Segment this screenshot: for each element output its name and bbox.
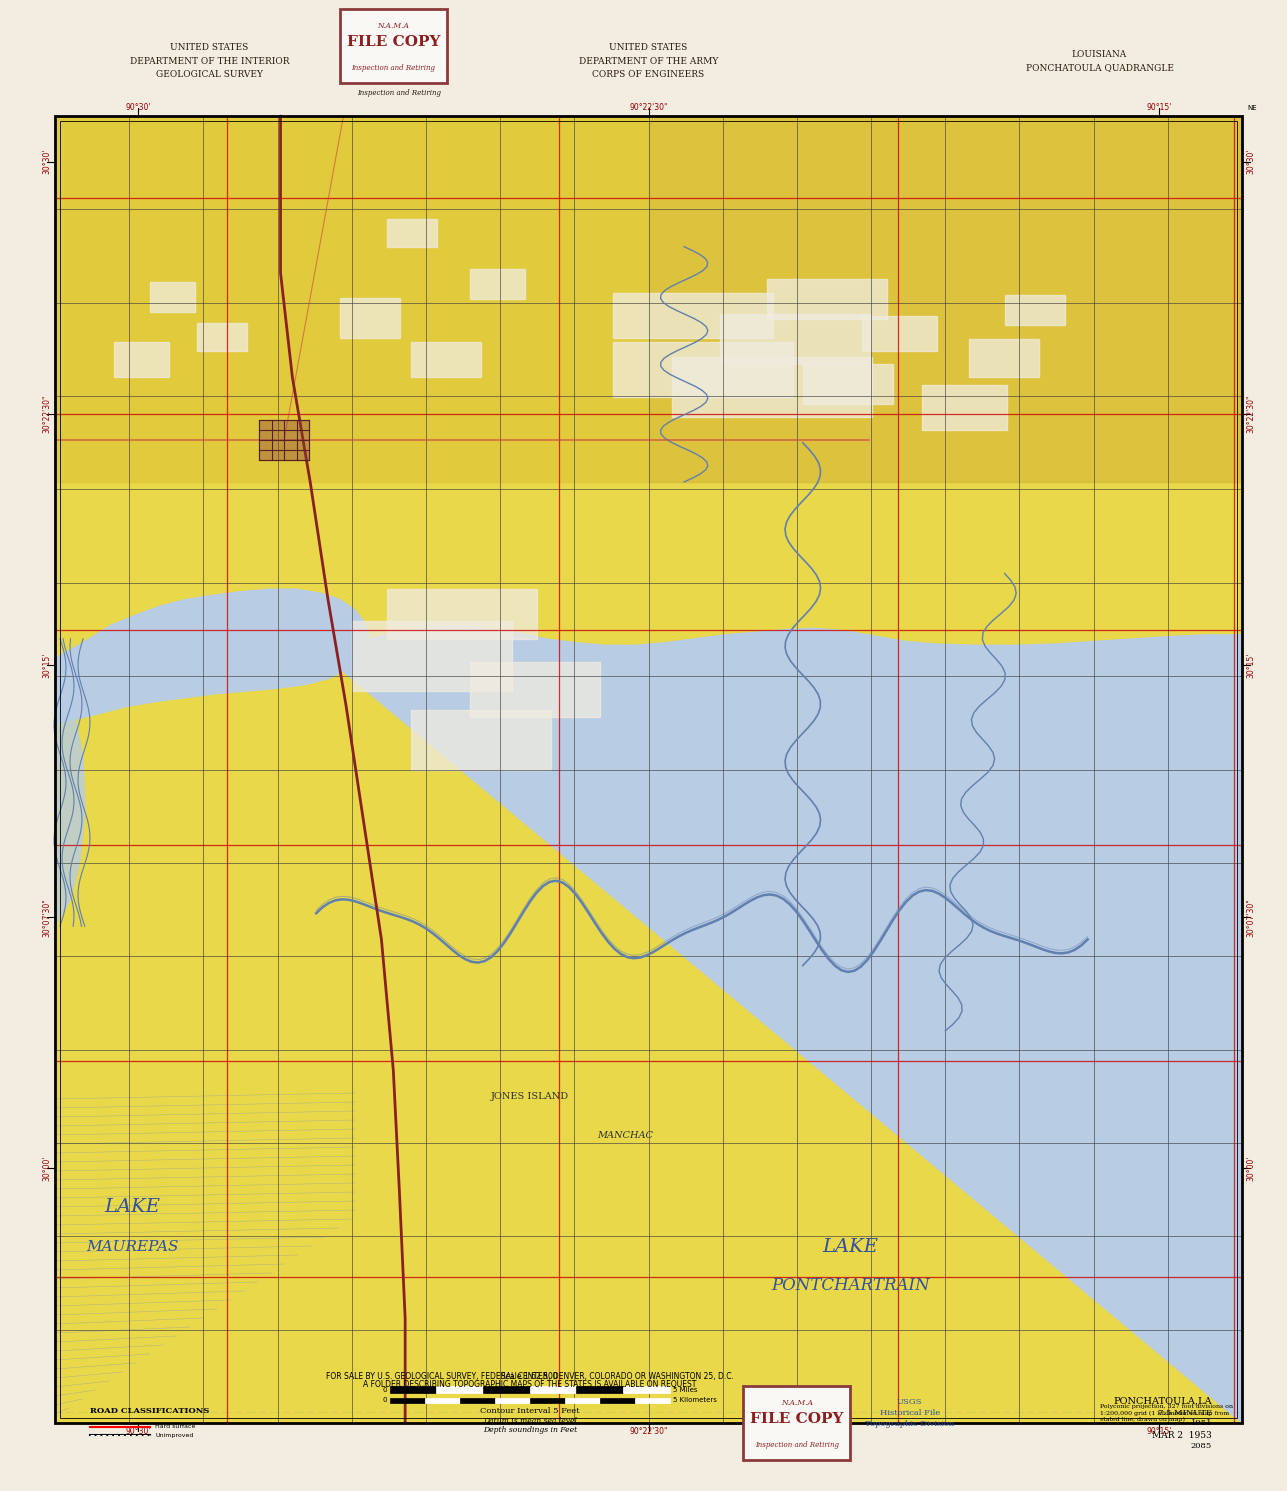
Bar: [259, 420, 309, 461]
Polygon shape: [649, 116, 1242, 482]
Text: 30°15': 30°15': [1246, 652, 1255, 677]
Bar: [55, 116, 1242, 1422]
Bar: [483, 1387, 530, 1393]
Text: NE: NE: [1247, 104, 1256, 110]
Text: 0: 0: [382, 1387, 387, 1393]
Bar: [60, 121, 1237, 1418]
Text: 5 Kilometers: 5 Kilometers: [673, 1397, 717, 1403]
Text: PONTCHARTRAIN: PONTCHARTRAIN: [771, 1278, 929, 1294]
Bar: [600, 1399, 634, 1403]
Text: N.A.M.A: N.A.M.A: [781, 1399, 813, 1408]
Bar: [613, 341, 793, 397]
Text: 90°22'30": 90°22'30": [629, 1427, 668, 1436]
Text: 90°15': 90°15': [1147, 103, 1171, 112]
Polygon shape: [320, 626, 1242, 1422]
Text: 30°30': 30°30': [1246, 149, 1255, 174]
Bar: [340, 298, 400, 338]
Text: Inspection and Retiring: Inspection and Retiring: [755, 1440, 839, 1449]
Bar: [862, 316, 937, 352]
Text: UNITED STATES
DEPARTMENT OF THE INTERIOR
GEOLOGICAL SURVEY: UNITED STATES DEPARTMENT OF THE INTERIOR…: [130, 43, 290, 79]
Bar: [1005, 295, 1064, 325]
Bar: [471, 662, 601, 717]
Text: ROAD CLASSIFICATIONS: ROAD CLASSIFICATIONS: [90, 1408, 210, 1415]
Bar: [390, 1399, 425, 1403]
Bar: [613, 294, 773, 338]
Text: 30°22'30": 30°22'30": [42, 395, 51, 434]
Bar: [436, 1387, 483, 1393]
Text: Datum is mean sea level: Datum is mean sea level: [483, 1416, 577, 1425]
Bar: [425, 1399, 459, 1403]
Text: Inspection and Retiring: Inspection and Retiring: [358, 89, 441, 97]
Bar: [55, 116, 1242, 1422]
Text: Polyconic projection, 327 foot divisions on
1:200,000 grid (1 kilometer on map f: Polyconic projection, 327 foot divisions…: [1099, 1405, 1233, 1422]
Bar: [530, 1399, 565, 1403]
Text: MANCHAC: MANCHAC: [597, 1132, 653, 1141]
Bar: [459, 1399, 494, 1403]
Text: Inspection and Retiring: Inspection and Retiring: [351, 64, 435, 72]
Polygon shape: [55, 678, 85, 926]
Text: 30°15': 30°15': [42, 652, 51, 677]
Text: USGS
Historical File
Topographic Division: USGS Historical File Topographic Divisio…: [865, 1399, 954, 1428]
FancyBboxPatch shape: [744, 1387, 851, 1460]
FancyBboxPatch shape: [340, 9, 447, 83]
Bar: [767, 279, 887, 319]
Text: FOR SALE BY U.S. GEOLOGICAL SURVEY, FEDERAL CENTER, DENVER, COLORADO OR WASHINGT: FOR SALE BY U.S. GEOLOGICAL SURVEY, FEDE…: [326, 1372, 734, 1381]
Bar: [151, 282, 194, 312]
Bar: [115, 343, 170, 377]
Text: 90°30': 90°30': [125, 103, 151, 112]
Text: UNITED STATES
DEPARTMENT OF THE ARMY
CORPS OF ENGINEERS: UNITED STATES DEPARTMENT OF THE ARMY COR…: [579, 43, 718, 79]
Text: FILE COPY: FILE COPY: [346, 36, 440, 49]
Bar: [803, 364, 893, 404]
Text: Contour Interval 5 Feet: Contour Interval 5 Feet: [480, 1408, 579, 1415]
Text: FILE COPY: FILE COPY: [750, 1412, 843, 1427]
Bar: [577, 1387, 623, 1393]
Text: LAKE: LAKE: [822, 1238, 878, 1255]
Text: MAR 2  1953: MAR 2 1953: [1152, 1430, 1212, 1439]
Text: 7.5 MINUTE: 7.5 MINUTE: [1158, 1409, 1212, 1416]
Text: 90°30': 90°30': [125, 1427, 151, 1436]
Bar: [411, 710, 551, 769]
Text: 30°00': 30°00': [42, 1156, 51, 1181]
Text: 30°07'30": 30°07'30": [42, 898, 51, 936]
Bar: [969, 340, 1039, 377]
Bar: [530, 1387, 577, 1393]
Bar: [387, 589, 538, 638]
Text: 30°07'30": 30°07'30": [1246, 898, 1255, 936]
Text: 30°00': 30°00': [1246, 1156, 1255, 1181]
Text: N.A.M.A: N.A.M.A: [377, 22, 409, 30]
Polygon shape: [55, 589, 369, 1422]
Text: LOUISIANA
PONCHATOULA QUADRANGLE: LOUISIANA PONCHATOULA QUADRANGLE: [1026, 49, 1174, 72]
Text: PONCHATOULA,LA: PONCHATOULA,LA: [1113, 1397, 1212, 1406]
Bar: [55, 116, 1242, 482]
Bar: [623, 1387, 669, 1393]
Text: 30°30': 30°30': [42, 149, 51, 174]
Bar: [634, 1399, 669, 1403]
Text: LAKE: LAKE: [104, 1199, 160, 1217]
Text: Hard surface: Hard surface: [154, 1424, 196, 1430]
Text: Depth soundings in Feet: Depth soundings in Feet: [483, 1425, 577, 1434]
Bar: [411, 343, 481, 377]
Text: 1951: 1951: [1190, 1419, 1212, 1427]
Text: JONES ISLAND: JONES ISLAND: [490, 1091, 569, 1100]
Text: 90°15': 90°15': [1147, 1427, 1171, 1436]
Text: 0: 0: [382, 1397, 387, 1403]
Bar: [351, 622, 512, 692]
Text: 2085: 2085: [1190, 1442, 1212, 1451]
Bar: [719, 315, 870, 364]
Bar: [387, 219, 438, 246]
Text: Unimproved: Unimproved: [154, 1433, 193, 1437]
Text: 5 Miles: 5 Miles: [673, 1387, 698, 1393]
Bar: [197, 324, 247, 352]
Text: 90°22'30": 90°22'30": [629, 103, 668, 112]
Text: 30°22'30": 30°22'30": [1246, 395, 1255, 434]
Bar: [921, 385, 1006, 429]
Bar: [672, 356, 873, 416]
Text: Scale 1:62,500: Scale 1:62,500: [502, 1373, 559, 1382]
Text: A FOLDER DESCRIBING TOPOGRAPHIC MAPS OF THE STATES IS AVAILABLE ON REQUEST: A FOLDER DESCRIBING TOPOGRAPHIC MAPS OF …: [363, 1381, 696, 1390]
Bar: [471, 268, 525, 300]
Bar: [565, 1399, 600, 1403]
Text: MAUREPAS: MAUREPAS: [86, 1239, 179, 1254]
Bar: [494, 1399, 530, 1403]
Bar: [390, 1387, 436, 1393]
